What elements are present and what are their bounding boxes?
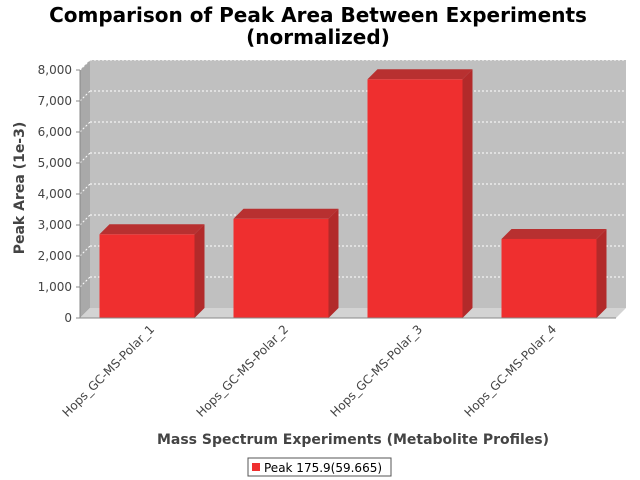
bar-front — [233, 218, 329, 318]
bar-top — [99, 224, 205, 235]
bar-side — [462, 69, 473, 318]
bar — [367, 69, 473, 318]
bars — [99, 69, 607, 318]
y-tick-label: 6,000 — [38, 125, 72, 139]
legend: Peak 175.9(59.665) — [247, 457, 392, 477]
legend-label: Peak 175.9(59.665) — [264, 461, 382, 475]
y-tick-label: 4,000 — [38, 187, 72, 201]
y-tick-label: 3,000 — [38, 218, 72, 232]
legend-swatch — [252, 463, 260, 471]
x-tick-label: Hops_GC-MS-Polar_3 — [328, 322, 426, 420]
bar-side — [194, 224, 205, 318]
plot-floor — [80, 308, 626, 318]
bar-top — [367, 69, 473, 80]
y-tick-label: 5,000 — [38, 156, 72, 170]
y-axis: 0 1,000 2,000 3,000 4,000 5,000 6,000 7,000 8,00… — [38, 63, 81, 325]
y-tick-label: 8,000 — [38, 63, 72, 77]
bar-side — [596, 228, 607, 318]
legend-box — [247, 457, 392, 477]
x-axis: Hops_GC-MS-Polar_1 Hops_GC-MS-Polar_2 Hops… — [60, 317, 616, 420]
bar-front — [367, 79, 463, 318]
bar-front — [501, 238, 597, 318]
y-tick-label: 0 — [64, 311, 72, 325]
x-axis-title: Mass Spectrum Experiments (Metabolite Pr… — [157, 432, 549, 448]
y-tick-label: 1,000 — [38, 280, 72, 294]
chart-title: Comparison of Peak Area Between Experime… — [49, 3, 587, 27]
plot-left-wall — [80, 60, 90, 318]
y-axis-title: Peak Area (1e-3) — [12, 122, 28, 255]
chart-subtitle: (normalized) — [246, 25, 390, 49]
bar-top — [501, 228, 607, 239]
bar — [501, 228, 607, 318]
bar-side — [328, 208, 339, 318]
bar — [99, 224, 205, 318]
x-tick-label: Hops_GC-MS-Polar_2 — [194, 322, 292, 420]
x-tick-label: Hops_GC-MS-Polar_4 — [462, 322, 560, 420]
bar-top — [233, 208, 339, 219]
bar-front — [99, 234, 195, 318]
x-tick-label: Hops_GC-MS-Polar_1 — [60, 322, 158, 420]
y-tick-label: 2,000 — [38, 249, 72, 263]
bar — [233, 208, 339, 318]
y-tick-label: 7,000 — [38, 94, 72, 108]
